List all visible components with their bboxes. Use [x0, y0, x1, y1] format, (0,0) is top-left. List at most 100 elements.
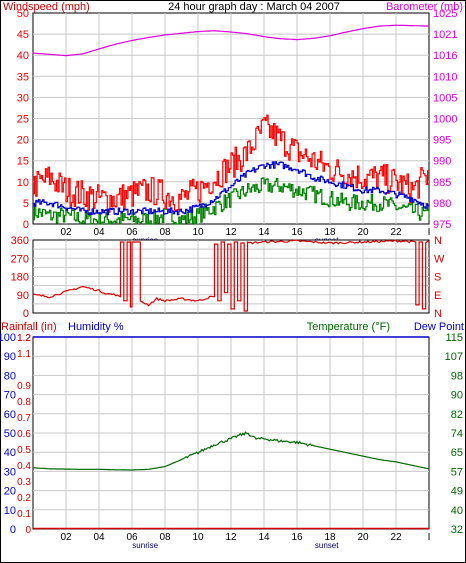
barometer-point [362, 28, 364, 30]
windspeed-tick-label: 45 [17, 29, 29, 41]
x-tick-label: 10 [192, 532, 204, 543]
rainfall-tick-label: 0.2 [17, 493, 31, 504]
x-tick-label: 14 [258, 227, 270, 238]
x-tick-label: 02 [60, 227, 72, 238]
windspeed-axis-label: Windspeed (mph) [3, 1, 90, 13]
barometer-tick-label: 990 [433, 156, 451, 168]
x-tick-label: 20 [357, 532, 369, 543]
temperature-tick-label: 40 [451, 505, 463, 517]
humidity-tick-label: 80 [4, 370, 16, 382]
rainfall-axis-label: Rainfall (in) [1, 321, 57, 333]
barometer-point [312, 37, 315, 39]
rainfall-tick-label: 0.1 [17, 509, 31, 520]
compass-label: W [434, 253, 445, 265]
windspeed-tick-label: 0 [23, 219, 29, 231]
barometer-point [329, 35, 331, 37]
direction-tick-label: 0 [23, 308, 29, 320]
wind-low-line [33, 177, 430, 225]
temperature-tick-label: 107 [445, 351, 463, 363]
x-tick-label: 06 [126, 227, 138, 238]
humidity-tick-label: 0 [10, 524, 16, 536]
windspeed-tick-label: 20 [17, 135, 29, 147]
rainfall-tick-label: 1.1 [17, 349, 31, 360]
humidity-tick-label: 40 [4, 447, 16, 459]
barometer-point [395, 24, 397, 26]
barometer-tick-label: 1025 [433, 8, 457, 20]
temperature-line [32, 431, 430, 471]
barometer-tick-label: 1000 [433, 114, 457, 126]
windspeed-tick-label: 40 [17, 50, 29, 62]
temperature-tick-label: 82 [451, 409, 463, 421]
barometer-point [48, 53, 51, 55]
compass-label: N [434, 235, 442, 247]
temperature-axis-label: Temperature (°F) [307, 321, 390, 333]
humidity-axis-label: Humidity % [68, 321, 124, 333]
barometer-tick-label: 975 [433, 219, 451, 231]
humidity-tick-label: 70 [4, 390, 16, 402]
barometer-point [197, 30, 199, 33]
barometer-point [230, 31, 232, 33]
temperature-tick-label: 65 [451, 447, 463, 459]
windspeed-tick-label: 50 [17, 8, 29, 20]
barometer-point [378, 25, 381, 27]
wind-direction-line [32, 239, 430, 312]
rainfall-tick-label: 0.3 [17, 477, 31, 488]
rainfall-tick-label: 0.9 [17, 381, 31, 392]
barometer-tick-label: 1016 [433, 50, 457, 62]
barometer-point [180, 32, 183, 34]
direction-tick-label: 180 [11, 272, 29, 284]
barometer-point [114, 43, 117, 45]
temperature-tick-label: 32 [451, 524, 463, 536]
barometer-point [411, 25, 414, 27]
x-tick-label: 04 [93, 532, 105, 543]
humidity-tick-label: 30 [4, 466, 16, 478]
x-tick-label: 10 [192, 227, 204, 238]
x-tick-label: 12 [225, 532, 237, 543]
rainfall-tick-label: 1.2 [17, 333, 31, 344]
sunset-label: sunset [315, 541, 339, 550]
x-tick-label: 22 [390, 227, 402, 238]
direction-tick-label: 360 [11, 235, 29, 247]
x-tick-label: 18 [324, 532, 336, 543]
rainfall-tick-label: 0.5 [17, 445, 31, 456]
compass-label: N [434, 308, 442, 320]
temperature-tick-label: 74 [451, 428, 463, 440]
barometer-tick-label: 1010 [433, 71, 457, 83]
rainfall-tick-label: 0.7 [17, 413, 31, 424]
x-tick-label: 22 [390, 532, 402, 543]
x-tick-label: 18 [324, 227, 336, 238]
chart-title: 24 hour graph day : March 04 2007 [168, 1, 340, 13]
temperature-tick-label: 90 [451, 390, 463, 402]
barometer-point [296, 38, 298, 41]
barometer-tick-label: 980 [433, 198, 451, 210]
barometer-axis-label: Barometer (mb) [386, 1, 463, 13]
x-tick-label: 08 [159, 227, 171, 238]
windspeed-tick-label: 25 [17, 114, 29, 126]
direction-tick-label: 270 [11, 253, 29, 265]
windspeed-tick-label: 10 [17, 177, 29, 189]
rainfall-tick-label: 0.6 [17, 429, 31, 440]
temperature-tick-label: 49 [451, 486, 463, 498]
barometer-point [213, 30, 216, 32]
barometer-tick-label: 985 [433, 177, 451, 189]
humidity-tick-label: 100 [0, 332, 16, 344]
wind-average-line [33, 161, 430, 216]
x-tick-label: 16 [291, 227, 303, 238]
rainfall-tick-label: 0 [25, 525, 31, 536]
barometer-tick-label: 1005 [433, 92, 457, 104]
barometer-point [428, 25, 430, 27]
temperature-tick-label: 98 [451, 370, 463, 382]
humidity-tick-label: 90 [4, 351, 16, 363]
x-end-label: I [428, 227, 431, 238]
temperature-tick-label: 57 [451, 466, 463, 478]
barometer-point [147, 36, 150, 39]
windspeed-tick-label: 30 [17, 92, 29, 104]
x-end-label: I [428, 532, 431, 543]
rainfall-tick-label: 0.8 [17, 397, 31, 408]
barometer-point [32, 52, 34, 54]
humidity-tick-label: 10 [4, 505, 16, 517]
direction-tick-label: 90 [17, 290, 29, 302]
compass-label: S [434, 272, 441, 284]
